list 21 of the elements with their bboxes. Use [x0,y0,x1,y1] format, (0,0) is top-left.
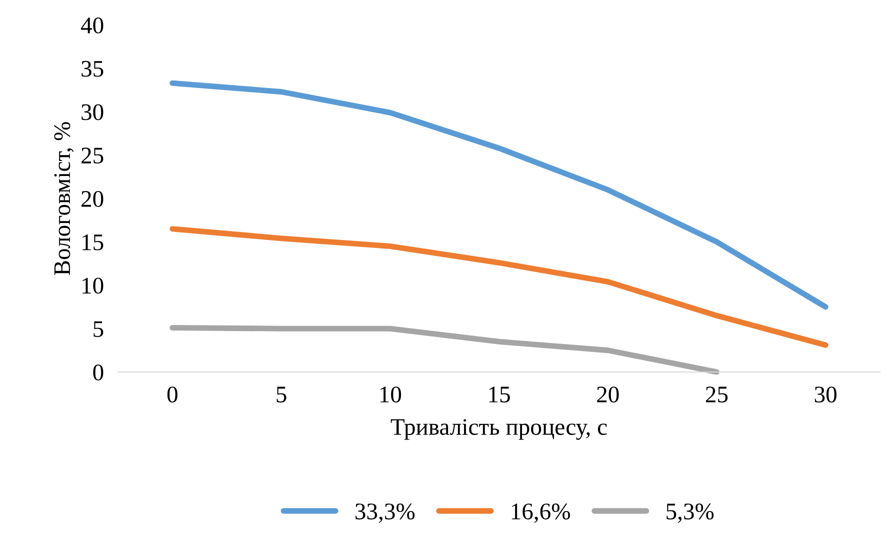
x-tick-label: 0 [167,386,178,403]
legend-label: 5,3% [666,504,714,523]
x-tick-label: 25 [706,386,728,403]
y-tick-label: 15 [82,234,104,250]
x-tick-label: 20 [597,386,619,403]
x-tick-label: 5 [276,386,286,403]
y-tick-label: 35 [82,60,104,77]
y-tick-label: 40 [80,17,104,34]
y-tick-label: 10 [82,278,104,294]
y-tick-label: 20 [82,190,104,207]
y-axis-title: Вологовміст, % [54,122,74,276]
legend-label: 16,6% [512,504,570,523]
legend-label: 33,3% [356,504,415,523]
y-tick-label: 30 [82,104,104,120]
y-tick-label: 0 [93,364,104,380]
x-tick-label: 10 [380,386,402,403]
y-tick-label: 5 [94,321,104,338]
y-tick-label: 25 [82,148,104,164]
x-tick-label: 15 [489,386,510,403]
x-axis-title: Тривалість процесу, с [390,419,607,440]
x-tick-label: 30 [814,386,836,403]
